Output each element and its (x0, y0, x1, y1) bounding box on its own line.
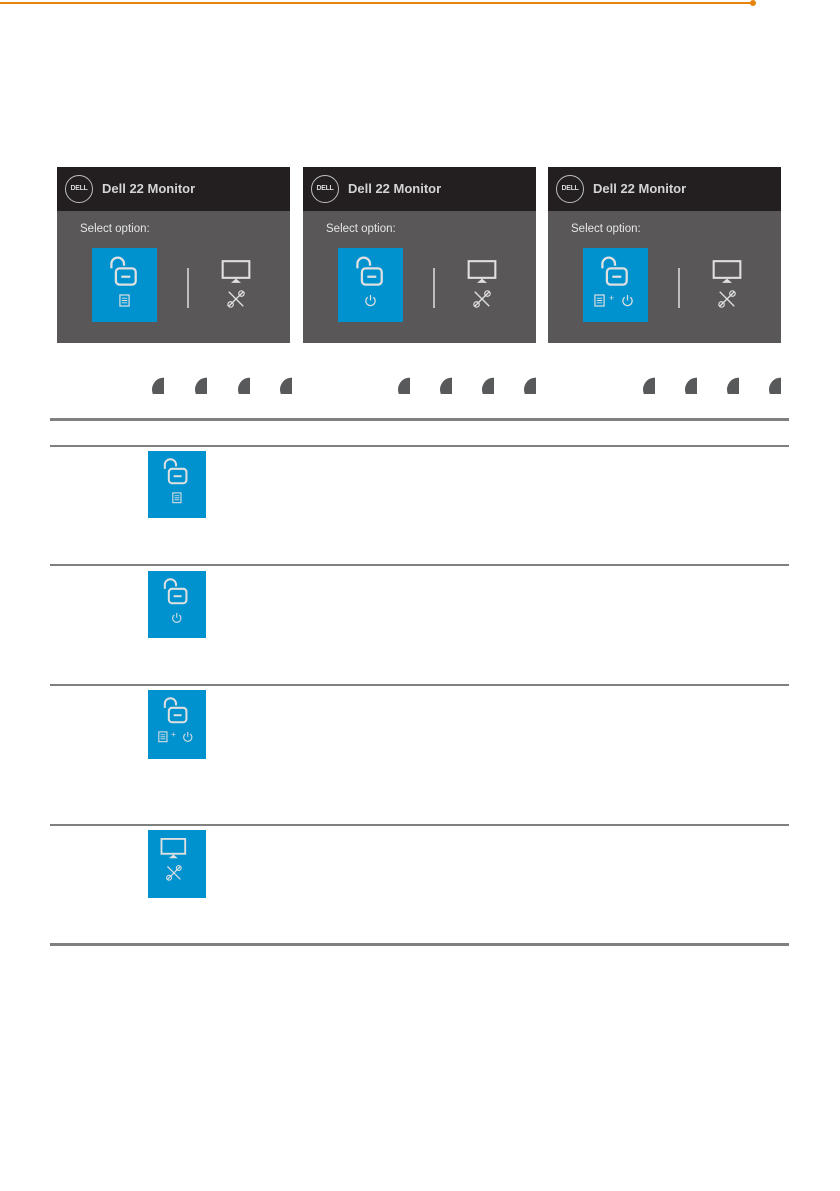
previous-icon (393, 372, 410, 394)
table-row-icon-unlock-menu (148, 451, 206, 518)
select-option-label: Select option: (326, 223, 396, 235)
confirm-icon (721, 373, 739, 394)
diagnostics-option[interactable] (453, 251, 513, 321)
previous-button[interactable] (629, 364, 655, 394)
tools-icon (472, 289, 492, 309)
next-button[interactable] (671, 364, 697, 394)
row-divider (50, 824, 789, 826)
power-icon (364, 294, 377, 307)
unlock-icon (106, 254, 142, 290)
unlock-option-selected[interactable] (338, 248, 403, 322)
osd-header: DELL Dell 22 Monitor (303, 167, 536, 211)
unlock-icon (160, 576, 192, 608)
header-line-dot (750, 0, 756, 6)
plus-icon: + (609, 293, 615, 303)
dell-logo: DELL (556, 175, 584, 203)
header-line (0, 2, 752, 4)
previous-icon (638, 372, 655, 394)
table-bottom-rule (50, 943, 789, 946)
osd-title: Dell 22 Monitor (593, 181, 687, 196)
confirm-button[interactable] (713, 364, 739, 394)
next-icon (436, 372, 452, 394)
monitor-icon (467, 259, 497, 285)
osd-menu-panel: DELL Dell 22 Monitor Select option: (303, 167, 536, 343)
exit-icon (518, 372, 536, 394)
table-row-icon-unlock-menu-power: + (148, 690, 206, 759)
previous-button[interactable] (138, 364, 164, 394)
monitor-icon (221, 259, 251, 285)
tools-icon (165, 864, 183, 882)
table-top-rule (50, 418, 789, 421)
confirm-icon (232, 373, 250, 394)
unlock-icon (160, 695, 192, 727)
diagnostics-option[interactable] (698, 251, 758, 321)
option-divider (187, 268, 189, 308)
osd-menu-panel: DELL Dell 22 Monitor Select option: + (548, 167, 781, 343)
monitor-icon (712, 259, 742, 285)
exit-icon (274, 372, 292, 394)
menu-icon (158, 731, 168, 743)
power-icon (171, 612, 183, 624)
plus-icon: + (171, 730, 176, 740)
unlock-option-selected[interactable]: + (583, 248, 648, 322)
tools-icon (226, 289, 246, 309)
confirm-icon (476, 373, 494, 394)
unlock-icon (160, 456, 192, 488)
row-divider (50, 564, 789, 566)
dell-logo: DELL (311, 175, 339, 203)
option-divider (678, 268, 680, 308)
osd-menu-panel: DELL Dell 22 Monitor Select option: (57, 167, 290, 343)
select-option-label: Select option: (571, 223, 641, 235)
menu-icon (119, 294, 130, 307)
osd-header: DELL Dell 22 Monitor (548, 167, 781, 211)
power-icon (182, 731, 194, 743)
next-button[interactable] (181, 364, 207, 394)
confirm-button[interactable] (468, 364, 494, 394)
option-divider (433, 268, 435, 308)
table-header-rule (50, 445, 789, 447)
osd-header: DELL Dell 22 Monitor (57, 167, 290, 211)
exit-button[interactable] (266, 364, 292, 394)
previous-button[interactable] (384, 364, 410, 394)
confirm-button[interactable] (224, 364, 250, 394)
power-icon (621, 294, 634, 307)
table-row-icon-unlock-power (148, 571, 206, 638)
next-button[interactable] (426, 364, 452, 394)
select-option-label: Select option: (80, 223, 150, 235)
osd-title: Dell 22 Monitor (102, 181, 196, 196)
menu-icon (594, 294, 605, 307)
previous-icon (147, 372, 164, 394)
next-icon (681, 372, 697, 394)
exit-icon (763, 372, 781, 394)
unlock-icon (597, 254, 633, 290)
exit-button[interactable] (755, 364, 781, 394)
menu-icon (172, 492, 182, 504)
diagnostics-option[interactable] (207, 251, 267, 321)
unlock-option-selected[interactable] (92, 248, 157, 322)
unlock-icon (352, 254, 388, 290)
row-divider (50, 684, 789, 686)
osd-title: Dell 22 Monitor (348, 181, 442, 196)
tools-icon (717, 289, 737, 309)
exit-button[interactable] (510, 364, 536, 394)
table-row-icon-monitor-diagnostics (148, 830, 206, 898)
dell-logo: DELL (65, 175, 93, 203)
next-icon (191, 372, 207, 394)
monitor-icon (160, 837, 187, 860)
